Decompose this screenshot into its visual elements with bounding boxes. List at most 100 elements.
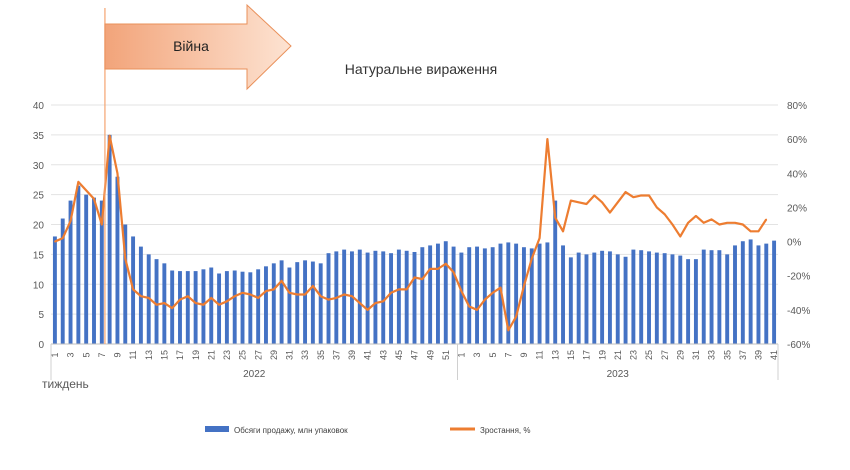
line-point xyxy=(249,293,252,296)
line-point xyxy=(468,305,471,308)
line-point xyxy=(187,295,189,298)
bar xyxy=(310,261,315,344)
y2-tick-label: 0% xyxy=(787,238,802,249)
y2-tick-label: -20% xyxy=(787,272,810,283)
line-point xyxy=(648,194,650,197)
line-point xyxy=(609,211,611,214)
line-point xyxy=(61,237,64,239)
line-point xyxy=(124,257,127,260)
line-point xyxy=(327,298,330,301)
line-point xyxy=(429,268,431,270)
line-point xyxy=(132,288,134,291)
line-point xyxy=(742,223,744,226)
bar-series xyxy=(52,134,777,344)
bar xyxy=(568,257,573,344)
x-tick-label: 37 xyxy=(738,350,748,360)
line-point xyxy=(444,262,447,265)
x-tick-label: 9 xyxy=(113,352,123,357)
war-label: Війна xyxy=(173,38,209,54)
bar xyxy=(506,242,511,344)
line-point xyxy=(343,293,345,296)
line-point xyxy=(484,298,486,301)
x-tick-label: 37 xyxy=(331,350,341,360)
line-point xyxy=(218,303,220,306)
bar xyxy=(615,254,620,344)
line-point xyxy=(390,291,392,294)
line-point xyxy=(624,191,627,193)
line-point xyxy=(679,235,682,238)
bar xyxy=(482,248,487,344)
bar xyxy=(600,250,605,344)
x-tick-label: 35 xyxy=(722,350,732,360)
line-point xyxy=(499,286,502,289)
bar xyxy=(654,252,659,344)
bar xyxy=(412,251,417,344)
line-point xyxy=(749,230,752,233)
y-tick-label: 15 xyxy=(33,250,45,261)
line-point xyxy=(265,290,267,292)
x-tick-label: 17 xyxy=(175,350,185,360)
line-point xyxy=(585,203,588,205)
line-point xyxy=(538,237,541,239)
x-tick-label: 7 xyxy=(97,352,107,357)
bar xyxy=(373,250,378,344)
line-point xyxy=(280,280,283,282)
line-point xyxy=(288,291,291,294)
x-tick-label: 5 xyxy=(488,352,498,357)
line-point xyxy=(577,201,580,204)
line-point xyxy=(194,302,197,304)
x-tick-label: 49 xyxy=(425,350,435,360)
bar xyxy=(350,251,354,344)
line-point xyxy=(476,309,478,311)
line-point xyxy=(593,194,596,197)
line-point xyxy=(562,230,564,233)
line-point xyxy=(272,288,275,291)
bar xyxy=(561,245,565,344)
bar xyxy=(123,224,128,344)
line-point xyxy=(382,300,385,303)
line-point xyxy=(405,288,408,291)
line-point xyxy=(421,278,424,280)
x-tick-label: 15 xyxy=(159,350,169,360)
bar xyxy=(264,266,268,344)
bar xyxy=(686,259,691,344)
y2-tick-label: 20% xyxy=(787,203,807,214)
legend: Обсяги продажу, млн упаковок Зростання, … xyxy=(205,426,530,435)
line-point xyxy=(452,271,455,274)
bar xyxy=(772,240,777,344)
line-point xyxy=(54,240,56,243)
line-point xyxy=(702,221,705,224)
line-point xyxy=(710,218,713,221)
bar xyxy=(389,253,394,344)
line-point xyxy=(601,201,603,204)
line-point xyxy=(663,213,666,216)
legend-label-line: Зростання, % xyxy=(480,426,530,435)
line-point xyxy=(93,198,95,200)
line-point xyxy=(69,220,72,222)
line-point xyxy=(171,307,173,309)
bar xyxy=(725,254,730,344)
line-point xyxy=(687,221,689,224)
y2-tick-label: 80% xyxy=(787,101,807,112)
line-point xyxy=(726,221,728,224)
x-tick-label: 25 xyxy=(644,350,654,360)
line-point xyxy=(179,298,181,301)
bar xyxy=(443,241,448,344)
x-tick-label: 19 xyxy=(597,350,607,360)
y-tick-label: 0 xyxy=(38,340,44,351)
bar xyxy=(678,255,683,344)
line-point xyxy=(77,181,80,183)
bar xyxy=(514,243,519,344)
x-tick-label: 9 xyxy=(519,352,529,357)
line-point xyxy=(312,285,314,287)
line-point xyxy=(304,293,306,296)
bar xyxy=(185,271,190,344)
line-point xyxy=(226,300,228,303)
bar xyxy=(459,252,464,344)
bar xyxy=(662,253,667,344)
x-tick-label: 3 xyxy=(66,352,76,357)
growth-line xyxy=(54,134,768,332)
bar xyxy=(396,249,401,344)
bar xyxy=(467,247,472,344)
y-tick-label: 30 xyxy=(33,161,45,172)
